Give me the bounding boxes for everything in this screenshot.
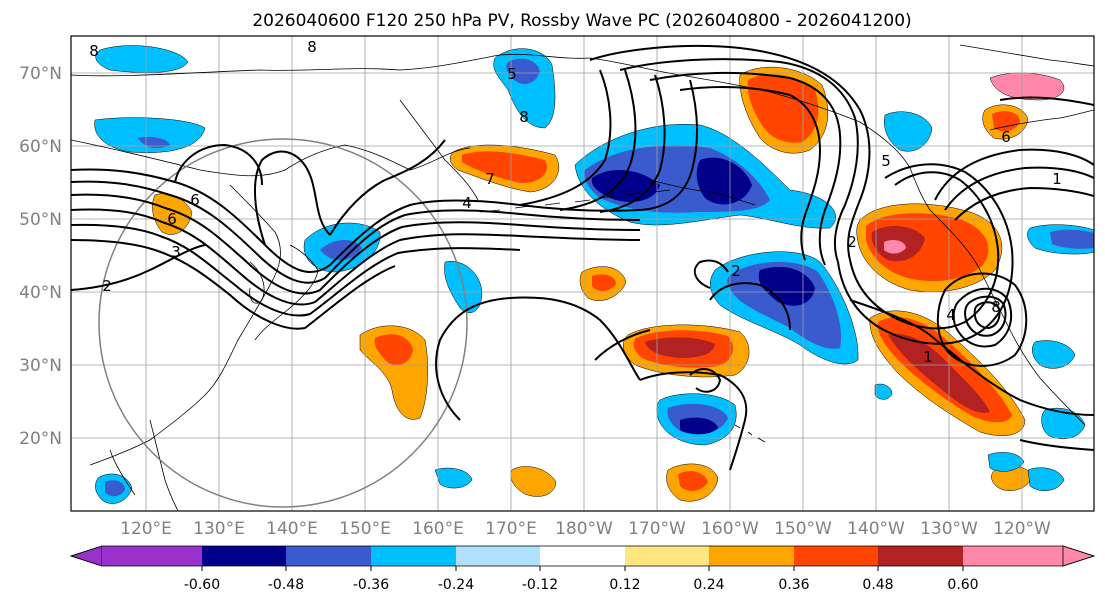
- contour-label: 7: [485, 170, 495, 188]
- anomaly-negative: [1050, 229, 1094, 249]
- lat-label: 40°N: [19, 283, 62, 303]
- lon-label: 120°W: [993, 519, 1051, 539]
- colorbar-tick-label: -0.36: [353, 577, 389, 593]
- anomaly-positive: [645, 337, 715, 358]
- contour-label: 6: [167, 210, 177, 228]
- colorbar-tick-label: 0.48: [862, 577, 893, 593]
- anomaly-negative: [1032, 340, 1076, 369]
- contour-label: 5: [881, 152, 891, 170]
- colorbar-swatch: [878, 546, 963, 566]
- contour-label: 2: [731, 262, 741, 280]
- contour-label: 6: [190, 191, 200, 209]
- reference-circle: [98, 138, 468, 508]
- lat-label: 60°N: [19, 137, 62, 157]
- map-panel: 8 8 8 6 6 7 4 2 3 2 5 1 1 4 8 6 5 2: [70, 35, 1095, 512]
- lat-label: 30°N: [19, 356, 62, 376]
- anomaly-negative: [94, 117, 206, 153]
- anomaly-positive: [747, 74, 819, 143]
- anomaly-negative: [105, 480, 125, 497]
- anomaly-negative: [1027, 467, 1065, 492]
- contour-label: 2: [102, 277, 112, 295]
- anomaly-positive: [992, 111, 1020, 132]
- map-title: 2026040600 F120 250 hPa PV, Rossby Wave …: [252, 11, 911, 31]
- colorbar: -0.60 -0.48 -0.36 -0.24 -0.12 0.12 0.24 …: [69, 545, 1096, 593]
- colorbar-tick-label: -0.48: [268, 577, 304, 593]
- contour-label: 1: [1052, 170, 1062, 188]
- anomaly-positive: [592, 274, 616, 292]
- lat-label: 70°N: [19, 64, 62, 84]
- pv-contours: [71, 44, 1094, 471]
- graticule: [71, 36, 1094, 511]
- anomaly-positive: [374, 334, 413, 366]
- map-frame: [70, 35, 1095, 512]
- latitude-labels: 70°N 60°N 50°N 40°N 30°N 20°N: [19, 64, 62, 449]
- anomaly-positive: [462, 151, 548, 184]
- anomaly-negative: [434, 467, 473, 489]
- anomaly-positive: [678, 471, 708, 491]
- anomaly-positive: [884, 240, 906, 254]
- lon-label: 160°W: [701, 519, 759, 539]
- lon-label: 170°W: [628, 519, 686, 539]
- contour-label: 3: [171, 243, 181, 261]
- colorbar-swatch: [709, 546, 794, 566]
- contour-labels: 8 8 8 6 6 7 4 2 3 2 5 1 1 4 8 6 5 2: [89, 38, 1062, 366]
- colorbar-outline: [69, 545, 1096, 567]
- colorbar-ticks: [201, 566, 964, 571]
- lon-label: 150°W: [774, 519, 832, 539]
- colorbar-tick-label: 0.12: [609, 577, 640, 593]
- anomaly-negative: [884, 111, 933, 152]
- colorbar-tick-label: 0.24: [693, 577, 724, 593]
- lon-label: 160°E: [412, 519, 464, 539]
- colorbar-tick-label: -0.24: [438, 577, 474, 593]
- lat-label: 50°N: [19, 210, 62, 230]
- colorbar-swatch: [540, 546, 625, 566]
- contour-label: 8: [519, 108, 529, 126]
- colorbar-swatch: [794, 546, 878, 566]
- anomaly-negative: [987, 452, 1025, 472]
- lon-label: 180°W: [555, 519, 613, 539]
- anomaly-positive: [510, 466, 557, 497]
- colorbar-tick-label: 0.36: [778, 577, 809, 593]
- contour-label: 8: [991, 298, 1001, 316]
- anomaly-positive: [888, 333, 990, 413]
- lon-label: 150°E: [339, 519, 391, 539]
- colorbar-swatch: [371, 546, 456, 566]
- anomaly-negative: [506, 58, 540, 84]
- lon-label: 130°W: [920, 519, 978, 539]
- contour-label: 4: [946, 306, 956, 324]
- colorbar-extend-max: [1062, 545, 1096, 567]
- anomaly-negative: [680, 417, 718, 435]
- lat-label: 20°N: [19, 429, 62, 449]
- colorbar-swatch: [202, 546, 286, 566]
- lon-label: 130°E: [193, 519, 245, 539]
- contour-label: 6: [1001, 128, 1011, 146]
- colorbar-tick-label: -0.12: [522, 577, 558, 593]
- anomaly-negative: [696, 157, 752, 205]
- lon-label: 170°E: [485, 519, 537, 539]
- anomaly-negative: [758, 266, 815, 306]
- contour-label: 1: [923, 348, 933, 366]
- colorbar-swatch: [286, 546, 371, 566]
- anomaly-negative: [874, 383, 893, 400]
- lon-label: 120°E: [120, 519, 172, 539]
- anomaly-negative: [95, 45, 189, 73]
- pv-anomaly-shading: [94, 45, 1094, 504]
- longitude-labels: 120°E 130°E 140°E 150°E 160°E 170°E 180°…: [120, 519, 1051, 539]
- contour-label: 8: [307, 38, 317, 56]
- colorbar-swatch: [963, 546, 1063, 566]
- colorbar-tick-label: 0.60: [947, 577, 978, 593]
- contour-label: 5: [507, 65, 517, 83]
- contour-label: 4: [462, 194, 472, 212]
- colorbar-extend-min: [69, 545, 103, 567]
- lon-label: 140°E: [266, 519, 318, 539]
- colorbar-swatch: [625, 546, 709, 566]
- lon-label: 140°W: [847, 519, 905, 539]
- contour-label: 2: [847, 233, 857, 251]
- contour-label: 8: [89, 42, 99, 60]
- colorbar-tick-label: -0.60: [184, 577, 220, 593]
- colorbar-swatch: [456, 546, 540, 566]
- colorbar-swatch: [102, 546, 202, 566]
